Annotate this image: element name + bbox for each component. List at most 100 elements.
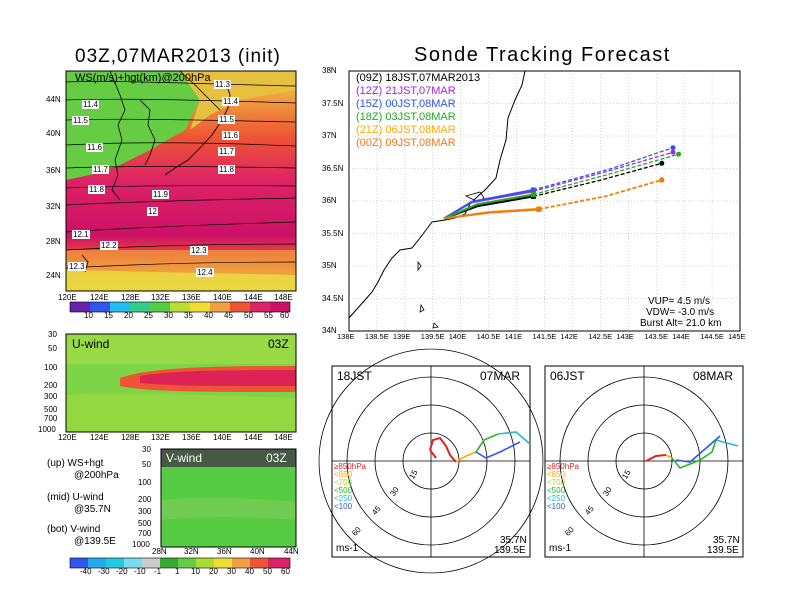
contour-label: 11.4 [222, 97, 239, 106]
ws-colorbar-label: 55 [264, 311, 273, 320]
ws-field-low [66, 71, 200, 180]
tracking-lat-tick: 34.5N [322, 293, 344, 303]
map-lon-tick: 136E [182, 293, 201, 302]
trajectory-descent [533, 147, 674, 191]
uwind-p-tick: 30 [48, 330, 57, 339]
wind-colorbar-label: -30 [98, 567, 110, 576]
wind-colorbar-label: -1 [154, 567, 162, 576]
tracking-lat-tick: 35N [322, 261, 337, 270]
vwind-frame [160, 448, 297, 548]
trajectory-ascent [443, 193, 534, 220]
coast-china [109, 70, 126, 201]
trajectory-descent [538, 179, 662, 211]
tracking-lon-tick: 139E [392, 332, 411, 341]
coast-russia [179, 70, 221, 111]
vwind-lat-tick: 36N [217, 547, 232, 556]
trajectory-ascent [443, 188, 534, 220]
contour-label: 11.5 [72, 116, 89, 125]
tracking-title: Sonde Tracking Forecast [414, 44, 671, 66]
tracking-lat-tick: 36N [322, 196, 337, 205]
map-lat-tick: 28N [46, 237, 61, 246]
map-lon-tick: 148E [274, 293, 293, 302]
vwind-p-tick: 300 [138, 507, 152, 516]
contour-label: 11.7 [218, 147, 235, 156]
hodo2-green [671, 439, 717, 469]
legend-item-09z: (09Z) 18JST,07MAR2013 [356, 72, 481, 84]
uwind-lon-tick: 132E [151, 433, 170, 442]
hodo1-cyan [497, 431, 531, 445]
param-vup: VUP= 4.5 m/s [648, 296, 710, 307]
contour-label: 11.8 [218, 165, 235, 174]
contour-label: 12.3 [190, 246, 208, 255]
trajectory-ascent [443, 208, 539, 220]
hodo1-lon: 139.5E [494, 545, 526, 556]
map-lon-tick: 128E [121, 293, 140, 302]
contour-label: 11.7 [92, 165, 109, 174]
uwind-lon-tick: 120E [58, 433, 77, 442]
wind-colorbar [69, 557, 291, 569]
uwind-field-lower [66, 393, 296, 432]
ws-colorbar-label: 15 [104, 311, 113, 320]
map-lon-tick: 132E [151, 293, 170, 302]
hodo2-level: <500 [547, 486, 566, 495]
ws-colorbar-label: 20 [124, 311, 133, 320]
map-lat-tick: 36N [46, 166, 61, 175]
uwind-p-tick: 700 [44, 414, 58, 423]
uwind-p-tick: 100 [44, 363, 58, 372]
island-miyake [419, 303, 425, 313]
hodograph-1 [319, 349, 543, 573]
contour-label: 12.1 [72, 230, 90, 239]
track-lines [443, 145, 682, 220]
legend-item-12z: (12Z) 21JST,07MAR [356, 85, 456, 97]
note-line: @139.5E [74, 536, 116, 547]
hodo2-level: <700 [547, 478, 566, 487]
vwind-time: 03Z [266, 451, 287, 465]
ws-colorbar-label: 50 [244, 311, 253, 320]
burst-marker [530, 187, 536, 193]
uwind-p-tick: 1000 [38, 425, 56, 434]
note-line: @35.7N [74, 504, 111, 515]
ws-colorbar-label: 60 [280, 311, 289, 320]
tracking-lon-tick: 140E [448, 332, 467, 341]
map-lat-tick: 44N [46, 95, 61, 104]
tracking-lon-tick: 140.5E [476, 332, 501, 341]
param-burst: Burst Alt= 21.0 km [640, 318, 722, 329]
landing-marker [670, 149, 676, 155]
map-lon-tick: 120E [58, 293, 77, 302]
ws-colorbar-label: 35 [184, 311, 193, 320]
hodo1-green [475, 433, 499, 453]
hodo2-blue [675, 435, 721, 463]
uwind-p-tick: 50 [48, 344, 57, 353]
uwind-lon-tick: 144E [244, 433, 263, 442]
wind-colorbar-label: -20 [116, 567, 128, 576]
uwind-lon-tick: 136E [182, 433, 201, 442]
landing-marker [659, 177, 665, 183]
hodo1-blue [475, 441, 521, 459]
vwind-p-tick: 700 [138, 529, 152, 538]
ws-colorbar-label: 40 [204, 311, 213, 320]
landing-marker [676, 151, 682, 157]
wind-colorbar-label: 1 [175, 567, 180, 576]
contour-label: 11.8 [88, 185, 105, 194]
hodo2-unit: ms-1 [549, 543, 572, 554]
trajectory-descent [533, 153, 679, 196]
tracking-lon-tick: 138.5E [364, 332, 389, 341]
uwind-p-tick: 200 [44, 381, 58, 390]
wind-colorbar-label: 50 [263, 567, 272, 576]
hodo1-time: 18JST [337, 369, 372, 383]
tracking-lat-tick: 38N [322, 66, 337, 75]
map-lat-tick: 24N [46, 271, 61, 280]
param-vdw: VDW= -3.0 m/s [646, 307, 715, 318]
tracking-lon-tick: 143E [616, 332, 634, 341]
coast-korea [139, 99, 156, 166]
wind-colorbar-label: 10 [191, 567, 200, 576]
hodo2-level: <850 [547, 470, 566, 479]
hodo1-red [429, 436, 457, 463]
tracking-lat-tick: 37N [322, 131, 337, 140]
legend-item-00z: (00Z) 09JST,08MAR [356, 137, 456, 149]
burst-marker [530, 192, 536, 197]
landing-marker [670, 145, 676, 151]
contour-label: 12.3 [68, 262, 86, 271]
uwind-jet-core [140, 370, 296, 386]
